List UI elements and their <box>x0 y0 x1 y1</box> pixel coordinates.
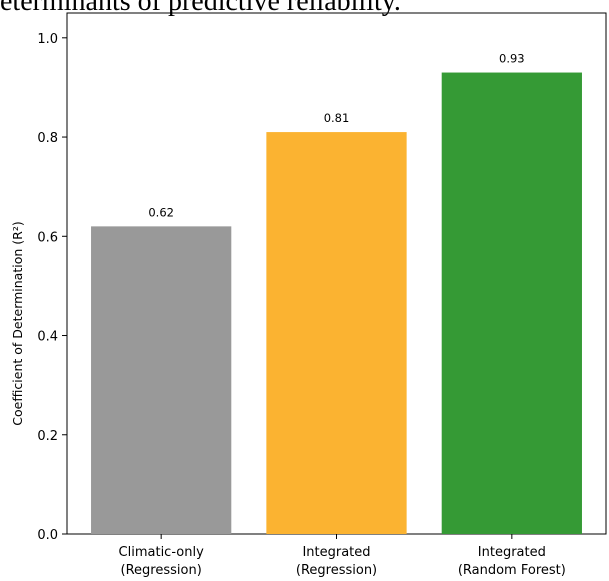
tick-labels: 0.0 0.2 0.4 0.6 0.8 1.0 Climatic-only (Regressi… <box>37 32 566 578</box>
bar <box>266 132 407 535</box>
x-tick-label: Integrated <box>478 545 546 560</box>
bars <box>91 72 582 535</box>
x-tick-label: (Random Forest) <box>458 563 566 578</box>
bar-value-label: 0.81 <box>324 111 350 125</box>
y-tick-label: 0.4 <box>37 330 58 345</box>
y-tick-label: 1.0 <box>37 32 58 47</box>
y-tick-label: 0.6 <box>37 230 58 245</box>
y-tick-label: 0.2 <box>37 429 58 444</box>
x-tick-label: (Regression) <box>121 563 202 578</box>
value-labels: 0.62 0.81 0.93 <box>148 52 524 220</box>
x-tick-label: (Regression) <box>296 563 377 578</box>
bar-value-label: 0.93 <box>499 52 525 66</box>
y-axis-label: Coefficient of Determination (R²) <box>10 221 25 425</box>
caption-text: eterminants of predictive reliability. <box>0 0 401 17</box>
y-tick-label: 0.8 <box>37 131 58 146</box>
x-tick-label: Integrated <box>302 545 370 560</box>
y-tick-label: 0.0 <box>37 528 58 543</box>
bar-value-label: 0.62 <box>148 205 174 219</box>
bar <box>441 72 582 535</box>
bar <box>91 226 232 534</box>
x-tick-label: Climatic-only <box>119 545 205 560</box>
